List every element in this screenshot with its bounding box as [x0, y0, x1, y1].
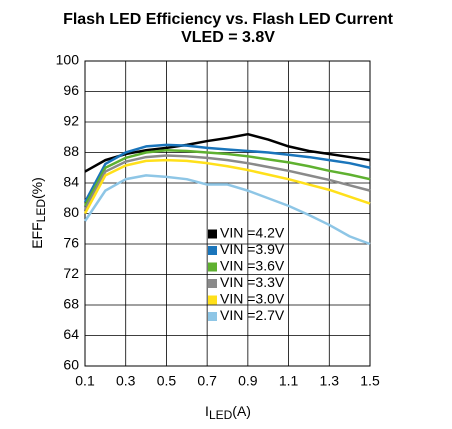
x-tick-label: 0.9	[238, 373, 258, 389]
x-axis-label-unit: (A)	[232, 403, 251, 419]
x-tick-label: 1.5	[360, 373, 380, 389]
legend-swatch	[208, 312, 217, 321]
y-tick-label: 96	[63, 82, 79, 98]
x-tick-label: 0.3	[116, 373, 136, 389]
x-tick-label: 0.5	[157, 373, 177, 389]
y-tick-label: 68	[63, 296, 79, 312]
y-tick-label: 100	[56, 52, 80, 68]
x-tick-label: 0.7	[197, 373, 217, 389]
y-tick-label: 80	[63, 204, 79, 220]
legend-label: VIN =3.6V	[220, 258, 285, 274]
legend-label: VIN =3.0V	[220, 291, 285, 307]
y-tick-label: 72	[63, 265, 79, 281]
legend-swatch	[208, 295, 217, 305]
legend-swatch	[208, 246, 217, 255]
legend-label: VIN =3.9V	[220, 241, 285, 257]
legend-swatch	[208, 279, 217, 288]
y-axis-label-unit: (%)	[29, 177, 45, 199]
y-tick-label: 60	[63, 357, 79, 373]
y-axis-label: EFFLED(%)	[29, 177, 48, 249]
series-line	[83, 158, 371, 215]
legend-label: VIN =3.3V	[220, 274, 285, 290]
chart-title: Flash LED Efficiency vs. Flash LED Curre…	[63, 11, 394, 28]
y-axis-label-main: EFF	[29, 222, 45, 248]
x-axis-label: ILED(A)	[205, 403, 251, 422]
x-tick-label: 1.3	[320, 373, 340, 389]
legend-label: VIN =4.2V	[220, 225, 285, 241]
legend-swatch	[208, 229, 217, 239]
chart-subtitle: VLED = 3.8V	[181, 29, 275, 46]
x-tick-label: 1.1	[279, 373, 299, 389]
series-line	[84, 132, 371, 173]
y-tick-label: 64	[63, 326, 79, 342]
y-tick-label: 84	[63, 174, 79, 190]
series-line	[83, 154, 371, 211]
legend-swatch	[208, 262, 217, 272]
y-tick-label: 88	[63, 143, 79, 159]
legend-label: VIN =2.7V	[220, 307, 285, 323]
x-axis-label-main: I	[205, 403, 209, 419]
series-line	[83, 143, 371, 203]
series-line	[83, 174, 371, 246]
y-tick-label: 76	[63, 235, 79, 251]
y-axis-label-sub: LED	[34, 199, 48, 223]
x-axis-label-sub: LED	[209, 408, 233, 422]
y-tick-label: 92	[63, 113, 79, 129]
series-line	[83, 148, 371, 207]
x-tick-label: 0.1	[75, 373, 95, 389]
